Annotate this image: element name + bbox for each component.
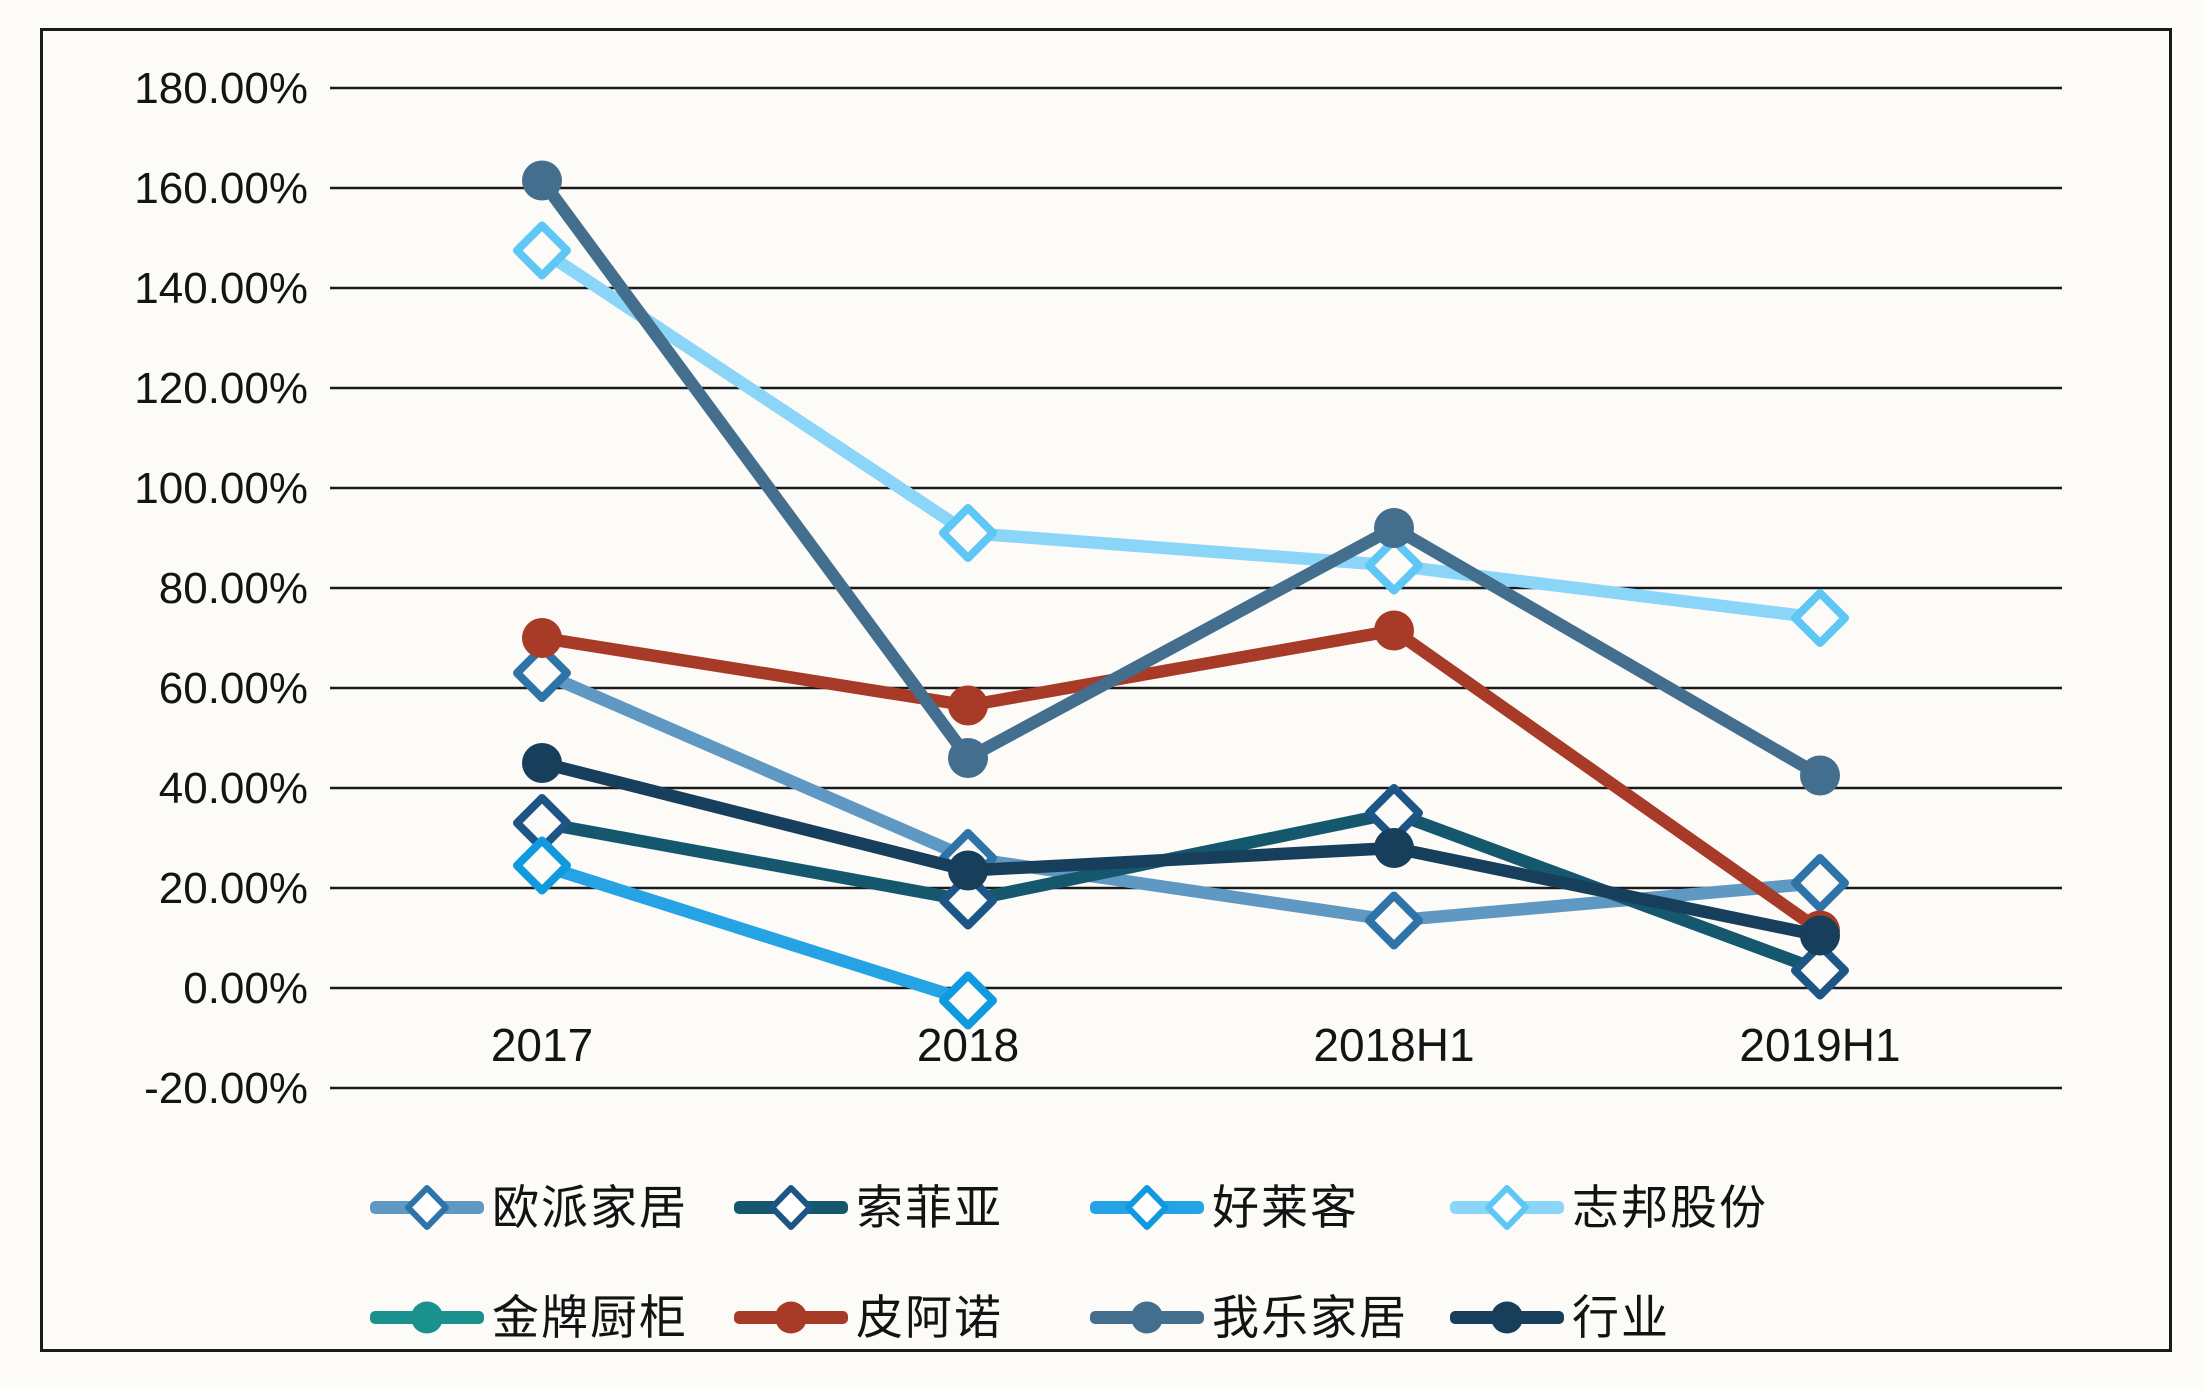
legend-marker-line-diamond-icon [1090, 1184, 1204, 1230]
data-point-diamond [513, 836, 571, 895]
y-tick-label: 0.00% [183, 964, 308, 1013]
legend-label: 行业 [1572, 1290, 1670, 1344]
x-tick-label: 2019H1 [1739, 1019, 1900, 1071]
x-tick-label: 2018H1 [1313, 1019, 1474, 1071]
y-tick-label: 40.00% [159, 764, 308, 813]
legend-label: 索菲亚 [856, 1180, 1003, 1234]
y-tick-label: 100.00% [134, 464, 308, 513]
legend-marker-line-circle-icon [1450, 1301, 1564, 1333]
data-point-diamond [939, 504, 997, 562]
series-2 [513, 836, 997, 1030]
legend-marker-line-circle-icon [734, 1301, 848, 1333]
legend-item-piano: 皮阿诺 [732, 1287, 1003, 1347]
y-tick-label: 160.00% [134, 164, 308, 213]
data-point-diamond [513, 221, 571, 280]
legend-item-oupai: 欧派家居 [368, 1177, 688, 1237]
y-tick-label: 120.00% [134, 364, 308, 413]
y-axis-labels: 180.00% 160.00% 140.00% 120.00% 100.00% 80.00… [134, 64, 308, 1113]
data-point-circle [522, 743, 562, 783]
x-tick-label: 2017 [491, 1019, 593, 1071]
data-point-circle [1374, 828, 1414, 868]
legend-label: 志邦股份 [1572, 1180, 1768, 1234]
data-point-diamond [1365, 891, 1423, 950]
legend-marker-line-circle-icon [1090, 1301, 1204, 1333]
y-tick-label: 140.00% [134, 264, 308, 313]
data-point-diamond [1791, 941, 1849, 1000]
legend-item-holike: 好莱客 [1088, 1177, 1359, 1237]
legend-item-wole: 我乐家居 [1088, 1287, 1408, 1347]
legend-marker-line-diamond-icon [1450, 1184, 1564, 1230]
data-point-circle [948, 850, 988, 891]
data-point-diamond [939, 871, 997, 930]
data-point-circle [1800, 915, 1840, 956]
data-point-circle [522, 618, 562, 658]
series-6 [522, 160, 1840, 796]
y-tick-label: 20.00% [159, 864, 308, 913]
data-point-circle [522, 160, 562, 201]
series-7 [522, 743, 1840, 956]
legend-item-zbom: 志邦股份 [1448, 1177, 1768, 1237]
legend-label: 我乐家居 [1212, 1290, 1408, 1344]
legend-item-goldenhome: 金牌厨柜 [368, 1287, 688, 1347]
y-tick-label: 80.00% [159, 564, 308, 613]
data-point-diamond [1365, 536, 1423, 595]
data-point-diamond [939, 971, 997, 1030]
data-point-diamond [1791, 589, 1849, 647]
data-point-diamond [1791, 854, 1849, 912]
data-point-circle [1800, 755, 1840, 796]
y-tick-label: -20.00% [144, 1064, 308, 1113]
data-point-circle [1374, 610, 1414, 651]
data-point-circle [948, 738, 988, 778]
legend-label: 欧派家居 [492, 1180, 688, 1234]
legend-label: 好莱客 [1212, 1180, 1359, 1234]
x-axis-labels: 2017 2018 2018H1 2019H1 [491, 1019, 1901, 1071]
legend-marker-line-diamond-icon [370, 1184, 484, 1230]
data-point-diamond [513, 644, 571, 702]
y-tick-label: 180.00% [134, 64, 308, 113]
legend-marker-line-circle-icon [370, 1301, 484, 1333]
legend-item-sofia: 索菲亚 [732, 1177, 1003, 1237]
data-point-circle [1374, 508, 1414, 548]
series-3 [513, 221, 1849, 647]
legend-item-industry: 行业 [1448, 1287, 1670, 1347]
legend-label: 皮阿诺 [856, 1290, 1003, 1344]
legend-label: 金牌厨柜 [492, 1290, 688, 1344]
data-point-circle [948, 685, 988, 726]
legend-marker-line-diamond-icon [734, 1184, 848, 1230]
y-tick-label: 60.00% [159, 664, 308, 713]
